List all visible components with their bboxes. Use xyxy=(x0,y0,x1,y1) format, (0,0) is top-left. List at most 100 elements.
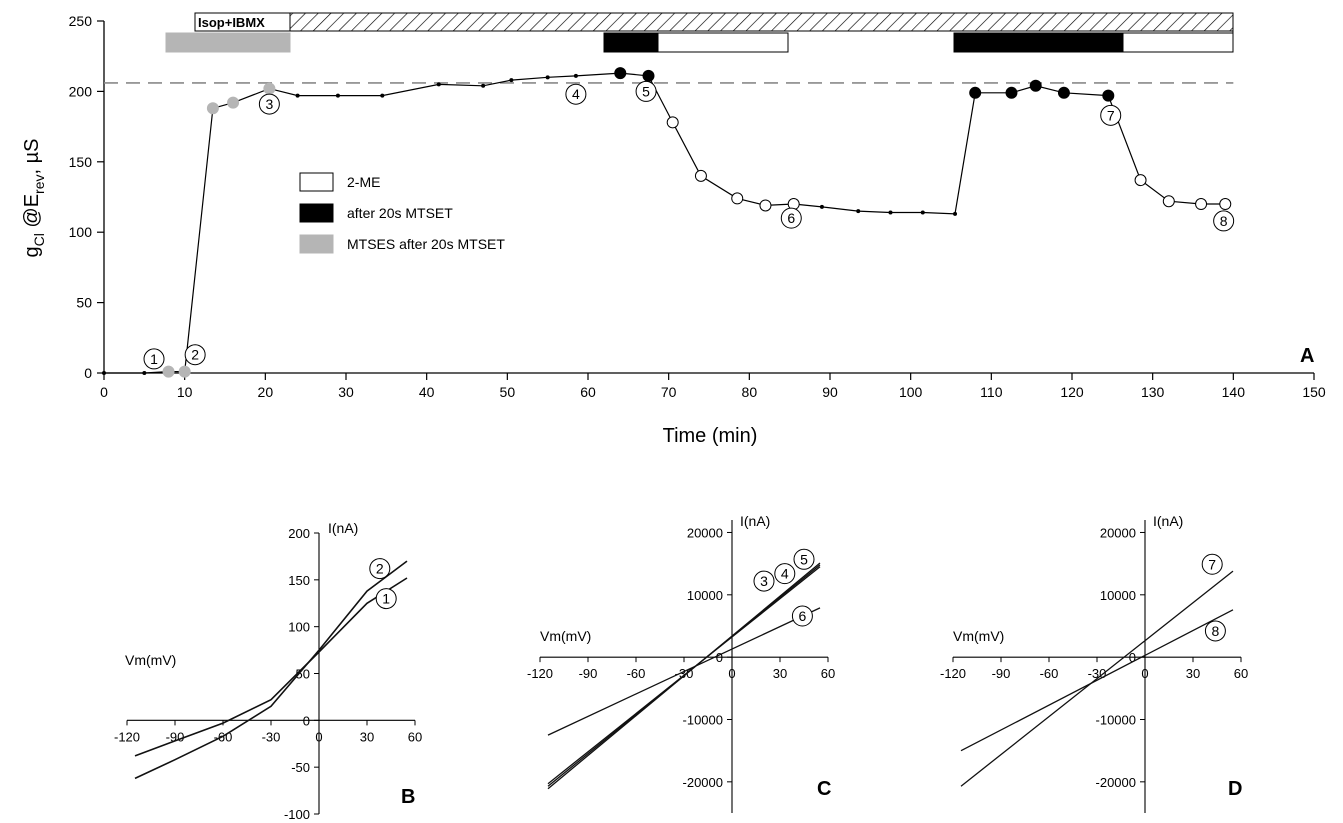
panel-c-letter: C xyxy=(817,778,831,800)
panel-a-black-point xyxy=(1102,89,1115,102)
panel-b-annotation-circle xyxy=(369,558,391,580)
panel-c-annotation-label: 6 xyxy=(799,608,807,624)
panel-a-small-point xyxy=(545,75,550,80)
panel-a-x-tick-label: 150 xyxy=(1302,384,1326,400)
panel-d: -120 -90 -60 -30 0 30 60-20000-100000100002000… xyxy=(940,513,1248,813)
panel-c-y-tick-label: 20000 xyxy=(687,525,723,540)
panel-c-annotation-label: 4 xyxy=(781,566,789,582)
panel-a-x-axis-title: Time (min) xyxy=(663,425,758,447)
panel-a-open-point xyxy=(731,192,744,205)
panel-c-x-tick-label: 30 xyxy=(773,666,787,681)
panel-a-x-tick-label: 70 xyxy=(661,384,677,400)
panel-d-annotation-label: 7 xyxy=(1208,556,1216,572)
panel-c-y-tick-label: -20000 xyxy=(683,775,723,790)
panel-a-small-point xyxy=(380,93,385,98)
panel-a-annotation-label: 4 xyxy=(572,86,580,102)
panel-b-x-axis-title: Vm(mV) xyxy=(125,652,176,668)
panel-b-annotation-label: 1 xyxy=(382,591,390,607)
panel-d-x-tick-label: -90 xyxy=(992,666,1011,681)
panel-d-y-axis-title: I(nA) xyxy=(1153,513,1183,529)
panel-d-annotation-label: 8 xyxy=(1212,623,1220,639)
panel-a-legend: 2-ME after 20s MTSET MTSES after 20s MTS… xyxy=(299,172,505,254)
panel-a-annotation-label: 3 xyxy=(265,96,273,112)
panel-a-small-point xyxy=(856,209,861,214)
panel-d-series-7 xyxy=(960,570,1234,787)
panel-a-y-tick-label: 100 xyxy=(69,224,93,240)
panel-c-annotation-label: 5 xyxy=(800,551,808,567)
panel-a-x-tick-label: 20 xyxy=(258,384,274,400)
panel-a-small-point xyxy=(888,210,893,215)
panel-a-annotation-label: 5 xyxy=(642,83,650,99)
panel-b-y-axis-title: I(nA) xyxy=(328,520,358,536)
panel-d-x-axis-title: Vm(mV) xyxy=(953,628,1004,644)
panel-b-x-tick-label: -90 xyxy=(166,729,185,744)
panel-c-annotation-circle xyxy=(793,548,815,570)
panel-a-x-tick-label: 110 xyxy=(980,384,1003,400)
panel-c-y-tick-label: 10000 xyxy=(687,588,723,603)
panel-a-series-line xyxy=(104,72,1226,374)
panel-a: Isop+IBMX 0 10 20 30 40 50 60 70 80 90 100 110 120 13… xyxy=(21,12,1326,447)
panel-d-x-tick-label: -60 xyxy=(1040,666,1059,681)
panel-a-x-tick-label: 120 xyxy=(1060,384,1084,400)
panel-c-y-axis-title: I(nA) xyxy=(740,513,770,529)
panel-a-annotation-circle xyxy=(184,344,206,366)
panel-a-black-point xyxy=(1057,86,1070,99)
panel-a-small-point xyxy=(481,83,486,88)
panel-a-annotation-circle xyxy=(565,83,587,105)
panel-c-annotation-circle xyxy=(791,605,813,627)
panel-a-annotation-label: 2 xyxy=(191,347,199,363)
panel-d-y-tick-label: -10000 xyxy=(1096,712,1136,727)
panel-a-letter: A xyxy=(1300,345,1314,367)
panel-b-annotation-circle xyxy=(375,588,397,610)
panel-b-x-tick-label: 60 xyxy=(408,729,422,744)
panel-a-annotation-label: 1 xyxy=(150,351,158,367)
panel-b-y-tick-label: 0 xyxy=(303,713,310,728)
panel-b-letter: B xyxy=(401,786,415,808)
panel-a-annotation-circle xyxy=(1213,210,1235,232)
panel-a-x-tick-label: 100 xyxy=(899,384,923,400)
panel-d-y-tick-label: -20000 xyxy=(1096,775,1136,790)
panel-c-annotation-circle xyxy=(774,563,796,585)
panel-a-x-tick-label: 50 xyxy=(500,384,516,400)
treatment-bar-white xyxy=(1122,32,1234,53)
panel-a-gray-point xyxy=(178,365,191,378)
panel-c-series-6 xyxy=(547,607,821,736)
panel-d-y-tick-label: 10000 xyxy=(1100,588,1136,603)
panel-b-x-tick-label: -30 xyxy=(262,729,281,744)
panel-b-y-tick-label: -100 xyxy=(284,807,310,822)
panel-d-y-tick-label: 0 xyxy=(1129,650,1136,665)
legend-label-2me: 2-ME xyxy=(347,174,380,190)
panel-d-y-tick-label: 20000 xyxy=(1100,525,1136,540)
panel-d-letter: D xyxy=(1228,778,1242,800)
legend-swatch-mtses xyxy=(299,234,334,254)
panel-a-y-tick-label: 50 xyxy=(76,295,92,311)
panel-a-x-tick-label: 90 xyxy=(822,384,838,400)
panel-a-x-tick-label: 80 xyxy=(742,384,758,400)
treatment-bar-white xyxy=(657,32,789,53)
panel-a-annotation-circle xyxy=(635,80,657,102)
legend-swatch-mtset xyxy=(299,203,334,223)
panel-b-y-tick-label: -50 xyxy=(291,760,310,775)
panel-a-annotation-label: 6 xyxy=(787,210,795,226)
panel-a-x-tick-label: 60 xyxy=(580,384,596,400)
panel-d-x-tick-label: 0 xyxy=(1141,666,1148,681)
panel-a-gray-point xyxy=(162,365,175,378)
panel-a-open-point xyxy=(666,116,679,129)
panel-a-annotation-circle xyxy=(1100,104,1122,126)
panel-b-annotation-label: 2 xyxy=(376,561,384,577)
panel-a-y-tick-label: 200 xyxy=(69,83,93,99)
treatment-bar-black xyxy=(953,32,1124,53)
legend-label-mtses: MTSES after 20s MTSET xyxy=(347,236,505,252)
panel-a-black-point xyxy=(614,67,627,80)
panel-a-small-point xyxy=(436,82,441,87)
panel-b-x-tick-label: 30 xyxy=(360,729,374,744)
treatment-bar-label: Isop+IBMX xyxy=(198,15,265,30)
legend-label-mtset: after 20s MTSET xyxy=(347,205,453,221)
panel-a-y-tick-label: 250 xyxy=(69,13,93,29)
panel-a-annotation-label: 7 xyxy=(1107,107,1115,123)
panel-a-open-point xyxy=(1219,198,1232,211)
panel-a-x-tick-label: 130 xyxy=(1141,384,1165,400)
panel-c-x-tick-label: 60 xyxy=(821,666,835,681)
